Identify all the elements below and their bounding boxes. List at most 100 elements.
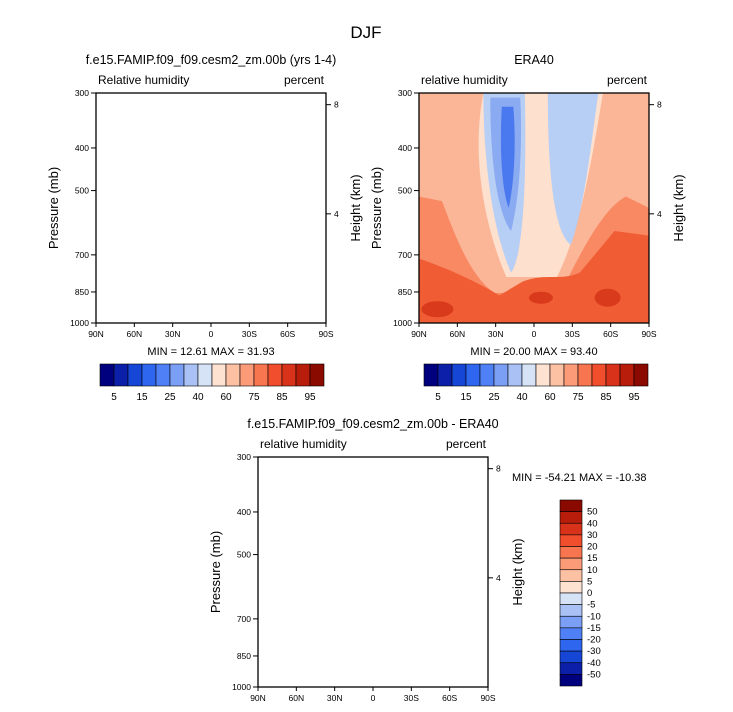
colorbar-label: -15 — [587, 623, 601, 634]
panel-right-label: percent — [607, 73, 648, 87]
colorbar-label: 10 — [587, 565, 598, 576]
x-tick-label: 0 — [371, 693, 376, 703]
y-axis-label: Pressure (mb) — [46, 167, 61, 249]
colorbar-cell — [295, 363, 311, 387]
colorbar-label: 40 — [192, 392, 204, 403]
colorbar-cell — [559, 627, 583, 640]
y-tick-label: 500 — [75, 186, 89, 196]
x-tick-label: 30N — [488, 329, 504, 339]
colorbar-cell — [437, 363, 453, 387]
colorbar-label: 20 — [587, 542, 598, 553]
colorbar-cell — [521, 363, 537, 387]
min-max-stats: MIN = -54.21 MAX = -10.38 — [512, 472, 647, 484]
y-tick-label: 700 — [75, 250, 89, 260]
colorbar-cell — [141, 363, 157, 387]
colorbar-label: 15 — [587, 553, 598, 564]
y-tick-label: 500 — [237, 550, 251, 560]
x-tick-label: 60N — [127, 329, 143, 339]
x-tick-label: 30S — [404, 693, 419, 703]
x-tick-label: 0 — [209, 329, 214, 339]
x-tick-label: 0 — [532, 329, 537, 339]
colorbar-label: 60 — [220, 392, 232, 403]
panel-left-label: relative humidity — [260, 437, 347, 451]
colorbar-label: 0 — [587, 588, 592, 599]
colorbar-cell — [563, 363, 579, 387]
colorbar-label: 5 — [587, 576, 592, 587]
panel-left-label: Relative humidity — [98, 73, 189, 87]
plot-frame — [257, 456, 489, 688]
colorbar-cell — [559, 592, 583, 605]
x-tick-label: 60N — [289, 693, 305, 703]
colorbar-cell — [559, 650, 583, 664]
colorbar-cell — [211, 363, 227, 387]
colorbar-label: 95 — [304, 392, 316, 403]
x-tick-label: 30N — [165, 329, 181, 339]
colorbar-label: 15 — [136, 392, 148, 403]
colorbar-cell — [507, 363, 523, 387]
colorbar-cell — [479, 363, 495, 387]
colorbar-label: 25 — [488, 392, 500, 403]
colorbar-cell — [239, 363, 255, 387]
colorbar-label: -20 — [587, 635, 601, 646]
y-right-tick-label: 8 — [496, 464, 501, 474]
y-tick-label: 850 — [75, 287, 89, 297]
colorbar-label: 60 — [544, 392, 556, 403]
colorbar-label: 30 — [587, 530, 598, 541]
colorbar-cell — [559, 546, 583, 559]
colorbar-label: 95 — [628, 392, 640, 403]
colorbar-cell — [559, 569, 583, 582]
panel-difference: f.e15.FAMIP.f09_f09.cesm2_zm.00b - ERA40… — [208, 417, 647, 703]
colorbar-label: 5 — [435, 392, 441, 403]
colorbar-cell — [559, 522, 583, 536]
colorbar-cell — [493, 363, 509, 387]
panel-model: f.e15.FAMIP.f09_f09.cesm2_zm.00b (yrs 1-… — [46, 53, 363, 403]
y-tick-label: 850 — [398, 287, 412, 297]
colorbar-label: 25 — [164, 392, 176, 403]
colorbar-cell — [559, 674, 583, 687]
panels: f.e15.FAMIP.f09_f09.cesm2_zm.00b (yrs 1-… — [46, 53, 686, 703]
y-right-tick-label: 4 — [657, 209, 662, 219]
colorbar-cell — [113, 363, 129, 387]
colorbar-label: 85 — [600, 392, 612, 403]
y-right-tick-label: 8 — [657, 100, 662, 110]
panel-right-label: percent — [284, 73, 325, 87]
colorbar-label: -40 — [587, 658, 601, 669]
colorbar-cell — [169, 363, 185, 387]
colorbar-cell — [605, 363, 621, 387]
x-tick-label: 60S — [280, 329, 295, 339]
colorbar-cell — [591, 363, 607, 387]
colorbar-cell — [451, 363, 467, 387]
colorbar-cell — [267, 363, 283, 387]
colorbar: 5 15 25 40 60 75 85 95 — [99, 363, 325, 403]
colorbar-cell — [309, 363, 325, 387]
y-tick-label: 400 — [398, 143, 412, 153]
colorbar-cell — [225, 363, 241, 387]
x-tick-label: 90S — [641, 329, 656, 339]
y-tick-label: 700 — [398, 250, 412, 260]
colorbar-cell — [559, 499, 583, 512]
colorbar-cell — [559, 662, 583, 675]
y-right-tick-label: 8 — [334, 100, 339, 110]
y-tick-label: 700 — [237, 614, 251, 624]
colorbar-label: 50 — [587, 507, 598, 518]
panel-left-label: relative humidity — [421, 73, 508, 87]
x-tick-label: 30N — [327, 693, 343, 703]
colorbar-label: 75 — [572, 392, 584, 403]
colorbar-label: 15 — [460, 392, 472, 403]
colorbar-label: -30 — [587, 646, 601, 657]
colorbar-cell — [559, 639, 583, 652]
colorbar-cell — [559, 581, 583, 594]
y-tick-label: 500 — [398, 186, 412, 196]
y-tick-label: 1000 — [232, 682, 251, 692]
y-tick-label: 1000 — [393, 318, 412, 328]
colorbar-cell — [559, 604, 583, 617]
x-tick-label: 60S — [442, 693, 457, 703]
panel-title: ERA40 — [514, 53, 554, 67]
colorbar-cell — [281, 363, 297, 387]
colorbar-cell — [99, 363, 115, 387]
colorbar-cell — [619, 363, 635, 387]
y-right-axis-label: Height (km) — [671, 174, 686, 241]
y-tick-label: 850 — [237, 651, 251, 661]
